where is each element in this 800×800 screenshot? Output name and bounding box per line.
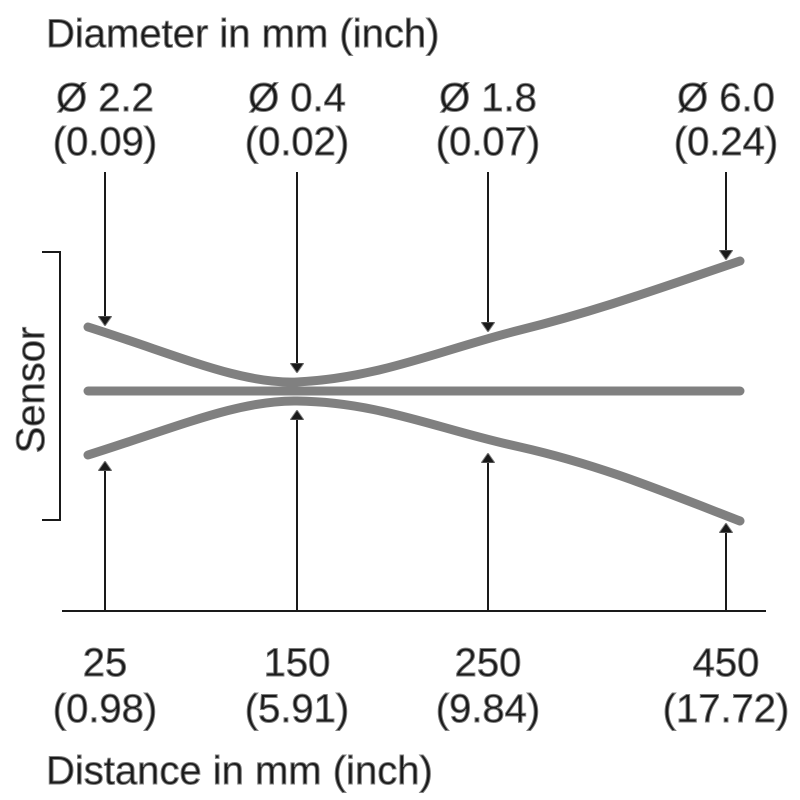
sensor-bracket — [42, 251, 61, 521]
distance-inch-label: (17.72) — [663, 687, 790, 731]
diameter-title: Diameter in mm (inch) — [46, 12, 439, 56]
diameter-inch-label: (0.24) — [674, 120, 779, 164]
diameter-mm-label: Ø 0.4 — [248, 76, 346, 120]
distance-mm-label: 25 — [83, 641, 128, 685]
diameter-mm-label: Ø 1.8 — [439, 76, 537, 120]
diameter-mm-label: Ø 6.0 — [677, 76, 775, 120]
distance-inch-label: (5.91) — [245, 687, 350, 731]
distance-mm-label: 450 — [693, 641, 760, 685]
diameter-inch-label: (0.07) — [436, 120, 541, 164]
distance-inch-label: (9.84) — [436, 687, 541, 731]
distance-mm-label: 250 — [455, 641, 522, 685]
sensor-label: Sensor — [9, 327, 53, 454]
beam-lower-edge — [83, 396, 745, 526]
distance-title: Distance in mm (inch) — [46, 749, 433, 793]
diameter-mm-label: Ø 2.2 — [56, 76, 154, 120]
diameter-inch-label: (0.02) — [245, 120, 350, 164]
distance-mm-label: 150 — [264, 641, 331, 685]
diameter-inch-label: (0.09) — [53, 120, 158, 164]
distance-inch-label: (0.98) — [53, 687, 158, 731]
beam-upper-edge — [83, 256, 745, 387]
